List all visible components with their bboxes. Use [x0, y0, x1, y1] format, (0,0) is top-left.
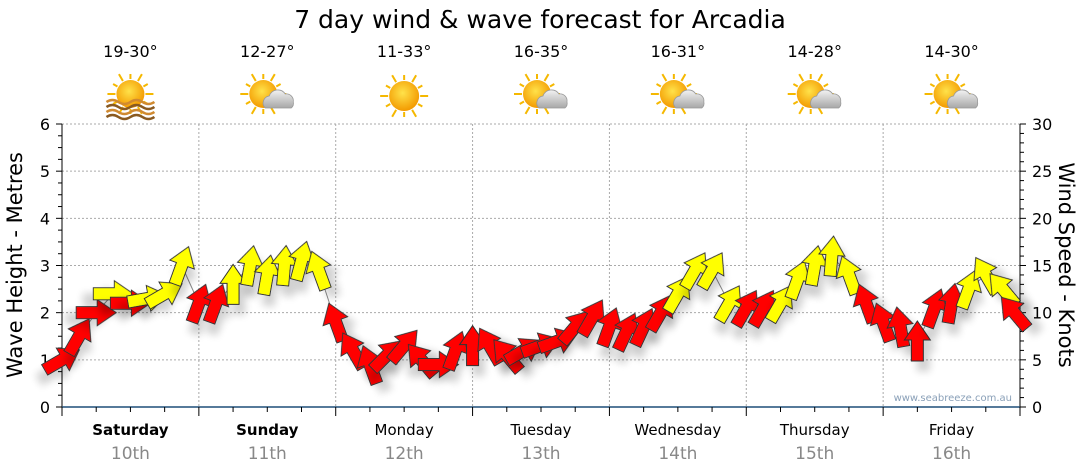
day-label: Monday: [375, 421, 434, 439]
temperature-range: 16-31°: [651, 42, 706, 61]
date-label: 15th: [795, 444, 834, 464]
day-label: Sunday: [236, 421, 299, 439]
wind-arrow: [253, 254, 282, 297]
partly-cloudy-icon: [924, 73, 979, 115]
date-label: 14th: [658, 444, 697, 464]
right-tick-label: 5: [1032, 351, 1042, 370]
partly-cloudy-icon: [650, 73, 705, 115]
wind-arrow: [937, 282, 966, 325]
wind-arrow: [596, 307, 623, 349]
day-label: Wednesday: [634, 421, 721, 439]
day-label: Friday: [929, 421, 975, 439]
left-tick-label: 0: [40, 398, 50, 417]
temperature-range: 19-30°: [103, 42, 158, 61]
left-tick-label: 3: [40, 257, 50, 276]
date-label: 13th: [521, 444, 560, 464]
sunny-icon: [380, 74, 429, 118]
wind-arrow: [75, 298, 118, 327]
wind-arrow: [219, 263, 248, 305]
day-label: Thursday: [779, 421, 850, 439]
wind-arrow: [202, 283, 230, 325]
axes: 0 1 2 3 4 5 6 0 5 10 15 20 25 30 Saturday 10th Sunday 11t…: [40, 115, 1053, 464]
day-label: Tuesday: [509, 421, 571, 439]
partly-cloudy-icon: [240, 73, 294, 115]
grid: [62, 123, 1020, 407]
right-tick-label: 15: [1032, 257, 1052, 276]
wind-arrow: [63, 318, 92, 358]
wind-arrow: [40, 347, 81, 376]
right-tick-label: 0: [1032, 398, 1042, 417]
temperature-range: 14-30°: [924, 42, 979, 61]
partly-cloudy-icon: [787, 73, 842, 115]
watermark: www.seabreeze.com.au: [894, 393, 1012, 404]
left-axis-title: Wave Height - Metres: [3, 152, 27, 378]
left-tick-label: 4: [40, 209, 50, 228]
date-label: 16th: [932, 444, 971, 464]
right-tick-label: 25: [1032, 162, 1052, 181]
date-label: 10th: [111, 444, 150, 464]
wind-arrow: [236, 244, 265, 287]
date-label: 12th: [385, 444, 424, 464]
wind-arrow: [288, 240, 316, 283]
right-tick-label: 20: [1032, 209, 1052, 228]
temperature-range: 12-27°: [240, 42, 295, 61]
left-tick-label: 2: [40, 304, 50, 323]
wind-arrow: [576, 299, 605, 339]
wind-arrow: [903, 320, 932, 362]
wind-arrow: [817, 235, 846, 278]
temperature-range: 14-28°: [787, 42, 842, 61]
chart-title: 7 day wind & wave forecast for Arcadia: [294, 5, 786, 34]
partly-cloudy-icon: [514, 73, 568, 115]
wind-arrow: [305, 250, 332, 292]
left-tick-label: 1: [40, 351, 50, 370]
temperature-range: 11-33°: [377, 42, 432, 61]
wind-arrows: [40, 235, 1033, 387]
wind-arrow: [696, 252, 725, 292]
date-label: 11th: [248, 444, 287, 464]
left-tick-label: 5: [40, 162, 50, 181]
wind-arrow: [801, 244, 829, 287]
wind-arrow: [143, 281, 183, 310]
wind-arrow: [869, 302, 897, 344]
wind-arrow: [611, 312, 640, 353]
sun-haze-icon: [105, 73, 156, 121]
wind-arrow: [989, 273, 1022, 309]
right-tick-label: 10: [1032, 304, 1052, 323]
right-tick-label: 30: [1032, 115, 1052, 134]
day-label: Saturday: [92, 421, 169, 439]
wind-arrow: [1000, 296, 1033, 333]
temperature-range: 16-35°: [514, 42, 569, 61]
daily-forecast-row: 19-30° 12-27° 11-33° 16-35° 16-31° 14-28° 14-3…: [103, 42, 979, 121]
wind-arrow: [713, 285, 742, 325]
left-tick-label: 6: [40, 115, 50, 134]
right-axis-title: Wind Speed - Knots: [1054, 162, 1078, 367]
wind-arrow: [385, 329, 418, 366]
wind-arrow: [168, 245, 196, 287]
